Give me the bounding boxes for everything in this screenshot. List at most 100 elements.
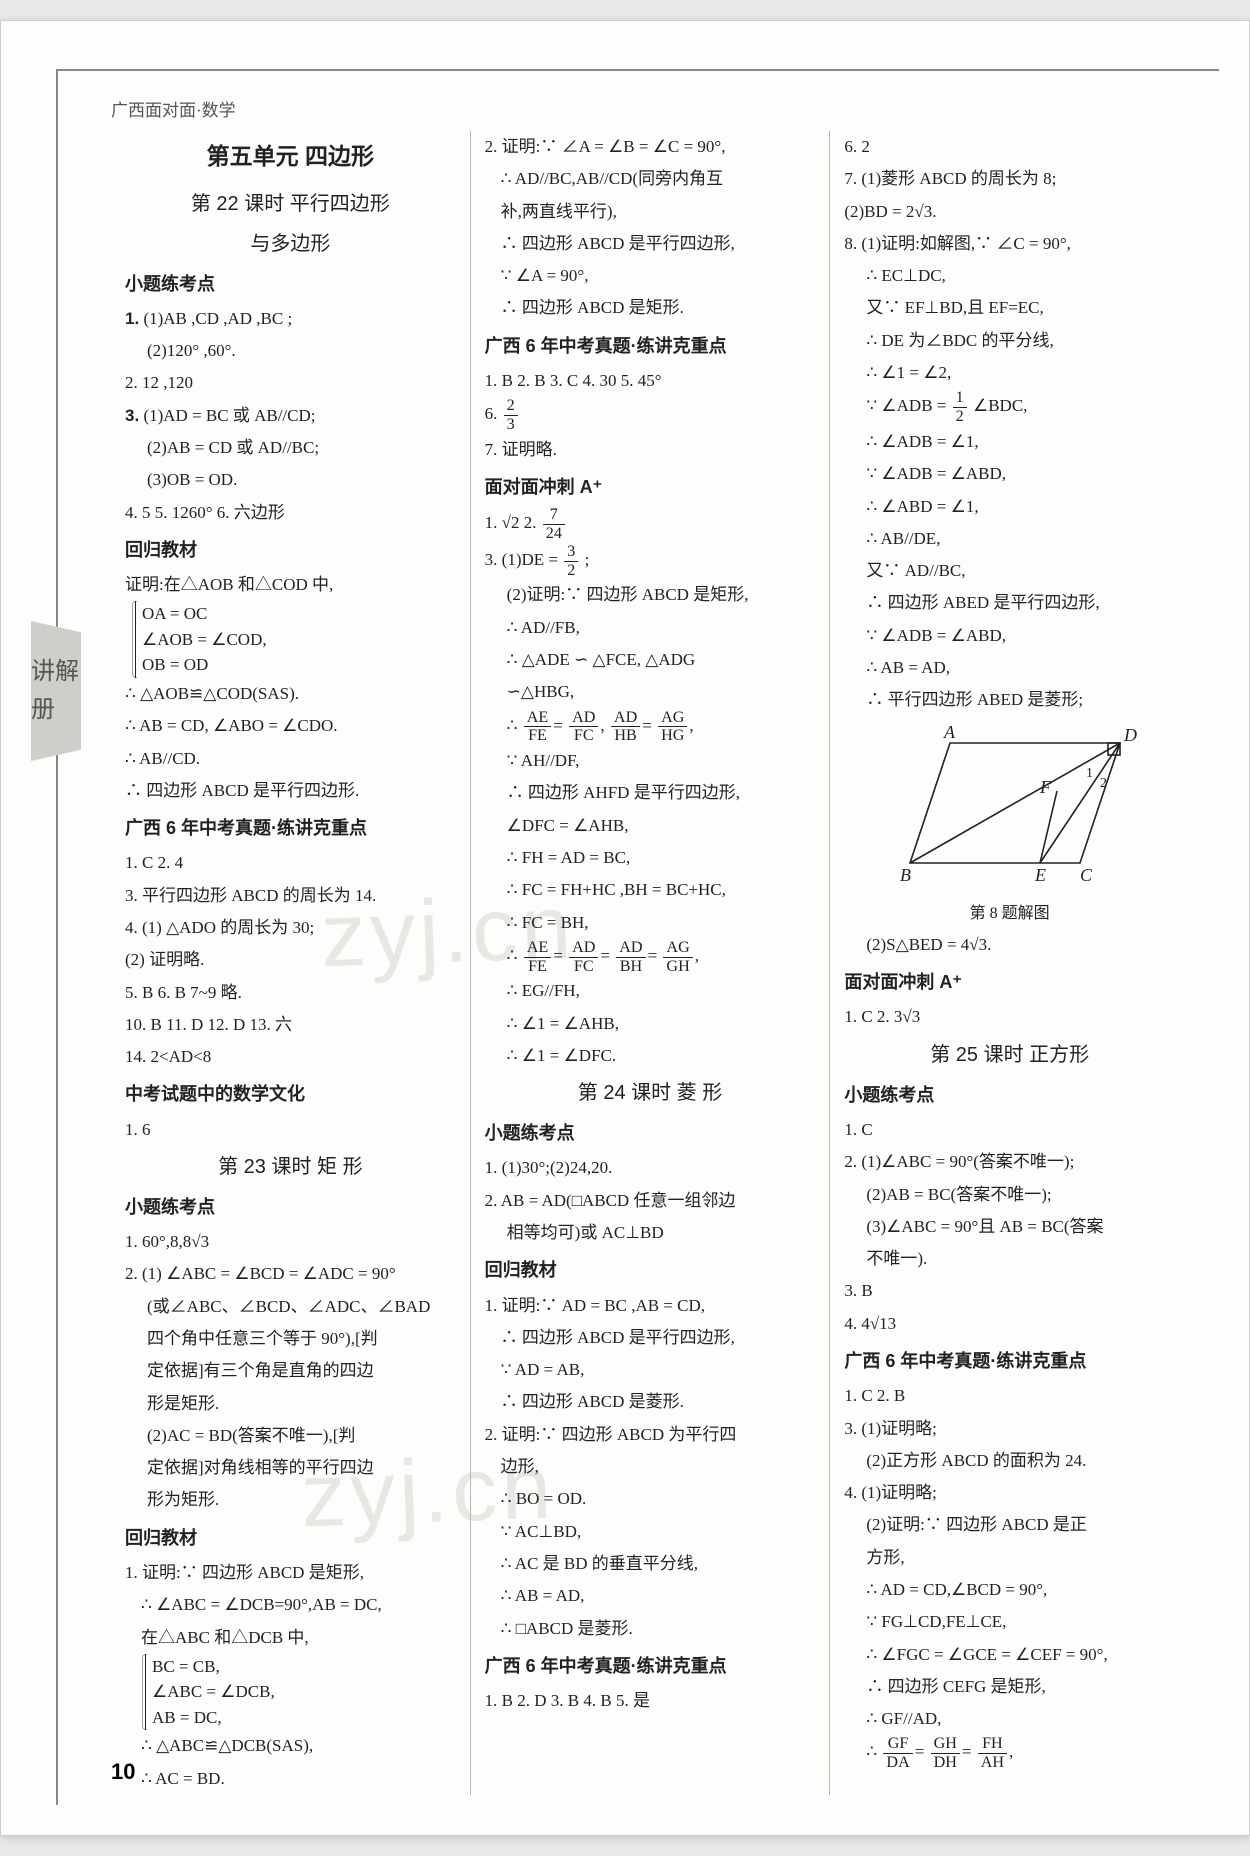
proof-line: ∵ ∠A = 90°, <box>485 260 816 292</box>
answer-line: (3)∠ABC = 90°且 AB = BC(答案 <box>844 1211 1175 1243</box>
sys-row: BC = CB, <box>152 1657 220 1676</box>
svg-text:1: 1 <box>1086 766 1093 781</box>
answer-line: 3. 平行四边形 ABCD 的周长为 14. <box>125 880 456 912</box>
proof-line: ∴ 平行四边形 ABED 是菱形; <box>844 684 1175 716</box>
column-2: 2. 证明:∵ ∠A = ∠B = ∠C = 90°, ∴ AD//BC,AB/… <box>471 131 831 1795</box>
fraction: AEFE <box>524 709 552 746</box>
text: 1. √2 2. <box>485 513 537 532</box>
answer-line: 2. (1)∠ABC = 90°(答案不唯一); <box>844 1146 1175 1178</box>
svg-text:D: D <box>1123 725 1137 745</box>
answer-line: 7. (1)菱形 ABCD 的周长为 8; <box>844 163 1175 195</box>
proof-line: ∴ ∠FGC = ∠GCE = ∠CEF = 90°, <box>844 1639 1175 1671</box>
answer-line: (2)S△BED = 4√3. <box>844 929 1175 961</box>
fraction: AEFE <box>524 939 552 976</box>
proof-line: ∴ ∠1 = ∠AHB, <box>485 1008 816 1040</box>
fraction: ADFC <box>569 939 598 976</box>
answer-line: 不唯一). <box>844 1243 1175 1275</box>
answer-line: 1. B 2. D 3. B 4. B 5. 是 <box>485 1685 816 1717</box>
text: (1)AB ,CD ,AD ,BC ; <box>143 309 292 328</box>
proof-line: 证明:在△AOB 和△COD 中, <box>125 569 456 601</box>
answer-line: (或∠ABC、∠BCD、∠ADC、∠BAD <box>125 1291 456 1323</box>
answer-line: 形是矩形. <box>125 1388 456 1420</box>
answer-line: 1. C 2. 3√3 <box>844 1001 1175 1033</box>
text: 3. (1)DE = <box>485 550 558 569</box>
sec-kaodian: 小题练考点 <box>844 1078 1175 1112</box>
answer-line: 相等均可)或 AC⊥BD <box>485 1217 816 1249</box>
unit-title: 第五单元 四边形 <box>125 135 456 179</box>
answer-line: 3. (1)证明略; <box>844 1413 1175 1445</box>
proof-line: 1. 证明:∵ 四边形 ABCD 是矩形, <box>125 1557 456 1589</box>
proof-line: ∴ 四边形 ABCD 是平行四边形. <box>125 775 456 807</box>
proof-line: 又∵ EF⊥BD,且 EF=EC, <box>844 292 1175 324</box>
answer-line: (2) 证明略. <box>125 944 456 976</box>
proof-line: ∴ FC = BH, <box>485 907 816 939</box>
page: 广西面对面·数学 讲解册 zyj.cn zyj.cn 第五单元 四边形 第 22… <box>0 20 1250 1836</box>
answer-line: (2)BD = 2√3. <box>844 196 1175 228</box>
svg-text:A: A <box>943 723 956 742</box>
proof-line: ∴ ∠ABC = ∠DCB=90°,AB = DC, <box>125 1589 456 1621</box>
proof-line: ∽△HBG, <box>485 676 816 708</box>
fraction: ADFC <box>569 709 598 746</box>
fraction: 32 <box>564 543 578 580</box>
answer-line: 6. 2 <box>844 131 1175 163</box>
proof-line: (2)证明:∵ 四边形 ABCD 是正 <box>844 1509 1175 1541</box>
proof-line: (2)证明:∵ 四边形 ABCD 是矩形, <box>485 579 816 611</box>
sec-gx6: 广西 6 年中考真题·练讲克重点 <box>844 1344 1175 1378</box>
fraction: GFDA <box>883 1735 912 1772</box>
answer-line: 1. C 2. B <box>844 1380 1175 1412</box>
sec-gx6: 广西 6 年中考真题·练讲克重点 <box>485 329 816 363</box>
proof-line: ∴ 四边形 ABCD 是菱形. <box>485 1386 816 1418</box>
lesson-22-sub: 与多边形 <box>125 225 456 263</box>
proof-line: ∴ 四边形 ABCD 是平行四边形, <box>485 228 816 260</box>
proof-line: ∴ EC⊥DC, <box>844 260 1175 292</box>
proof-line: ∴ 四边形 ABCD 是平行四边形, <box>485 1322 816 1354</box>
proof-line: ∴ AB//DE, <box>844 523 1175 555</box>
svg-text:C: C <box>1080 865 1093 885</box>
fraction: AGHG <box>658 709 687 746</box>
answer-line: 3. (1)AD = BC 或 AB//CD; <box>125 400 456 432</box>
answer-line: 1. (1)30°;(2)24,20. <box>485 1152 816 1184</box>
fraction: ADHB <box>611 709 640 746</box>
answer-line: 5. B 6. B 7~9 略. <box>125 977 456 1009</box>
proof-line: ∴ AB = AD, <box>844 652 1175 684</box>
fraction: 724 <box>543 506 565 543</box>
svg-text:B: B <box>900 865 911 885</box>
fraction: 23 <box>504 397 518 434</box>
sys-row: ∠ABC = ∠DCB, <box>152 1682 275 1701</box>
answer-line: 2. 12 ,120 <box>125 367 456 399</box>
header-label: 广西面对面·数学 <box>111 96 236 121</box>
proof-line: ∴ ∠1 = ∠DFC. <box>485 1040 816 1072</box>
page-number: 10 <box>111 1759 135 1785</box>
proof-line: ∴ AD = CD,∠BCD = 90°, <box>844 1574 1175 1606</box>
proof-line: ∴ AD//BC,AB//CD(同旁内角互 <box>485 163 816 195</box>
answer-line: 4. (1)证明略; <box>844 1477 1175 1509</box>
proof-line: 方形, <box>844 1542 1175 1574</box>
proof-line: 2. 证明:∵ 四边形 ABCD 为平行四 <box>485 1419 816 1451</box>
sys-row: AB = DC, <box>152 1708 222 1727</box>
fraction: 12 <box>953 389 967 426</box>
side-tab-text: 讲解册 <box>31 653 81 730</box>
answer-line: (2)AC = BD(答案不唯一),[判 <box>125 1420 456 1452</box>
side-tab: 讲解册 <box>31 621 81 761</box>
answer-line: 4. (1) △ADO 的周长为 30; <box>125 912 456 944</box>
proof-line: ∵ AH//DF, <box>485 745 816 777</box>
answer-line: 10. B 11. D 12. D 13. 六 <box>125 1009 456 1041</box>
answer-line: 6. 23 <box>485 397 816 434</box>
proof-line: ∴ GFDA= GHDH= FHAH, <box>844 1735 1175 1772</box>
proof-line: ∴ DE 为∠BDC 的平分线, <box>844 325 1175 357</box>
proof-line: 2. 证明:∵ ∠A = ∠B = ∠C = 90°, <box>485 131 816 163</box>
answer-line: 4. 4√13 <box>844 1308 1175 1340</box>
text: ∵ ∠ADB = <box>866 397 946 416</box>
fraction: ADBH <box>616 939 645 976</box>
svg-text:F: F <box>1039 777 1052 797</box>
text: 6. <box>485 404 498 423</box>
proof-line: ∴ □ABCD 是菱形. <box>485 1613 816 1645</box>
answer-line: 4. 5 5. 1260° 6. 六边形 <box>125 497 456 529</box>
answer-line: 四个角中任意三个等于 90°),[判 <box>125 1323 456 1355</box>
lesson-24-title: 第 24 课时 菱 形 <box>485 1074 816 1112</box>
sys-row: OB = OD <box>142 655 208 674</box>
proof-line: ∴ AC 是 BD 的垂直平分线, <box>485 1548 816 1580</box>
proof-line: ∵ ∠ADB = 12 ∠BDC, <box>844 389 1175 426</box>
answer-line: 2. AB = AD(□ABCD 任意一组邻边 <box>485 1185 816 1217</box>
answer-line: (3)OB = OD. <box>125 464 456 496</box>
